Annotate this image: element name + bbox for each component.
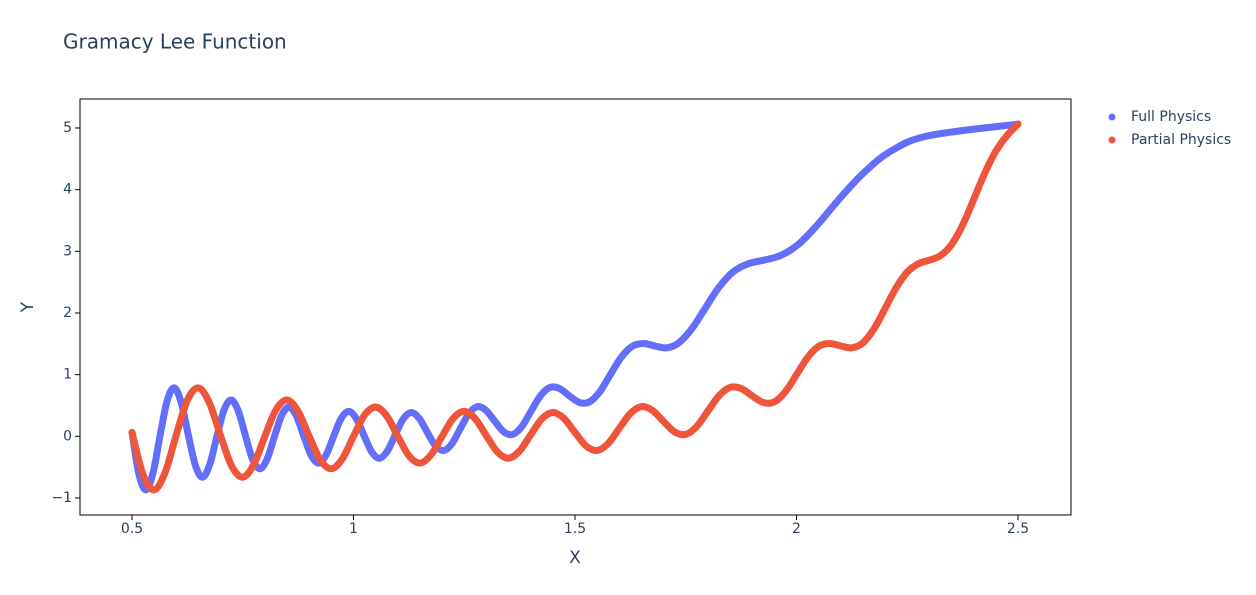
y-tick-label: 3 (63, 243, 72, 259)
y-tick-label: 4 (63, 182, 72, 198)
series-trace (128, 120, 1022, 494)
y-tick-label: 2 (63, 305, 72, 321)
y-tick-label: 1 (63, 367, 72, 383)
series-trace (128, 120, 1022, 494)
x-axis-title: X (569, 548, 581, 568)
legend-label: Full Physics (1131, 109, 1211, 125)
y-tick-label: 5 (63, 120, 72, 136)
y-tick-label: −1 (51, 490, 72, 506)
chart-title: Gramacy Lee Function (63, 30, 287, 54)
y-axis-title: Y (18, 301, 38, 313)
x-tick-label: 1.5 (564, 521, 586, 537)
x-tick-label: 2 (792, 521, 801, 537)
x-tick-label: 1 (349, 521, 358, 537)
x-tick-label: 0.5 (121, 521, 143, 537)
legend-label: Partial Physics (1131, 132, 1231, 148)
legend-marker (1108, 113, 1116, 121)
y-tick-label: 0 (63, 428, 72, 444)
legend-marker (1108, 136, 1116, 144)
x-tick-label: 2.5 (1007, 521, 1029, 537)
